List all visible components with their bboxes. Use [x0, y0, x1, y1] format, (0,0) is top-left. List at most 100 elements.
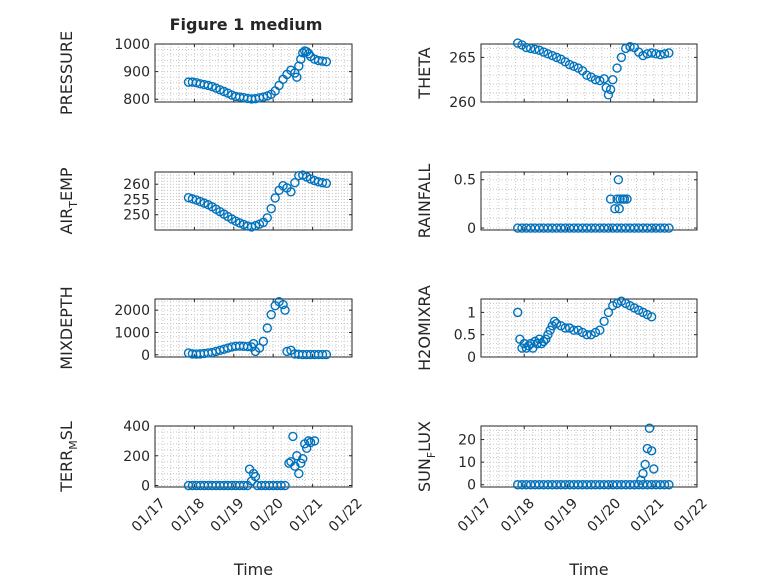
y-tick-label: 1000	[114, 37, 150, 53]
x-axis-label: Time	[233, 560, 273, 579]
data-point	[603, 307, 614, 318]
data-point	[659, 223, 670, 233]
y-tick-label: 2000	[114, 303, 150, 319]
data-point	[619, 194, 630, 204]
data-point	[545, 325, 555, 335]
data-point	[258, 336, 269, 347]
data-point	[276, 480, 286, 491]
data-point	[280, 480, 290, 491]
data-point	[595, 325, 605, 335]
data-point	[541, 334, 551, 344]
y-axis-label: RAINFALL	[415, 164, 434, 239]
data-point	[538, 47, 549, 57]
series-h2omixra	[513, 296, 657, 353]
data-point	[521, 42, 532, 53]
series-theta	[513, 38, 674, 100]
data-point	[610, 204, 620, 214]
data-point	[616, 52, 627, 63]
y-tick-label: 260	[123, 177, 150, 193]
grid-sun_flux	[480, 425, 698, 487]
data-point	[278, 299, 288, 310]
data-point	[317, 56, 328, 66]
data-point	[187, 194, 198, 204]
data-point	[543, 49, 553, 59]
data-point	[615, 194, 625, 204]
subplot-pressure: 800 900 1000 PRESSURE	[57, 31, 353, 115]
data-point	[664, 48, 674, 58]
y-tick-label: 0	[467, 350, 476, 366]
data-point	[659, 49, 670, 59]
data-point	[599, 74, 609, 84]
y-tick-label: 1000	[114, 325, 150, 341]
axes-box-mixdepth	[154, 298, 353, 358]
y-axis-label-main: TERR	[57, 450, 76, 493]
data-point	[590, 74, 601, 85]
data-point	[317, 177, 328, 188]
data-point	[543, 329, 553, 340]
y-tick-label: 800	[123, 92, 150, 108]
data-point	[262, 323, 272, 333]
data-point	[569, 325, 579, 335]
series-terr_msl	[183, 431, 320, 491]
subplot-rainfall: 0 0.5 RAINFALL	[415, 164, 698, 239]
data-point	[659, 480, 670, 490]
data-point	[646, 48, 657, 58]
data-point	[513, 38, 523, 48]
grid-terr_msl	[154, 425, 353, 487]
y-tick-label: 265	[449, 50, 476, 66]
y-axis-label-main: SUN	[415, 458, 434, 492]
y-tick-label: 10	[458, 455, 476, 471]
data-point	[605, 194, 616, 204]
y-tick-label: 0.5	[454, 328, 476, 344]
y-axis-label-main: THETA	[415, 47, 434, 99]
y-axis-label-main: RAINFALL	[415, 164, 434, 239]
data-point	[614, 204, 624, 214]
y-axis-label-subscript: F	[425, 452, 438, 458]
data-point	[664, 480, 674, 490]
y-tick-label: 20	[458, 433, 476, 449]
data-point	[286, 187, 296, 197]
data-point	[321, 349, 332, 360]
y-axis-label-main: AIR	[57, 208, 76, 235]
series-pressure	[183, 46, 332, 104]
data-point	[266, 309, 276, 320]
y-axis-label-suffix: LUX	[415, 421, 434, 452]
y-axis-label-main: H2OMIXRA	[415, 285, 434, 371]
data-point	[644, 423, 655, 433]
data-point	[582, 329, 592, 340]
series-sun_flux	[513, 423, 674, 490]
y-tick-label: 0	[141, 348, 150, 364]
data-point	[321, 178, 332, 188]
data-point	[608, 74, 618, 85]
y-tick-label: 900	[123, 65, 150, 81]
data-point	[288, 431, 298, 442]
data-point	[649, 464, 659, 474]
axes-box-h2omixra	[480, 298, 698, 358]
data-point	[532, 338, 542, 349]
data-point	[612, 63, 622, 73]
y-axis-label: TERRMSL	[57, 421, 80, 493]
y-axis-label: AIRTEMP	[57, 167, 80, 234]
figure-title: Figure 1 medium	[170, 15, 323, 34]
data-point	[638, 50, 648, 61]
data-point	[321, 56, 332, 67]
axes-box-sun_flux	[480, 425, 698, 488]
data-point	[525, 43, 536, 54]
data-point	[646, 446, 657, 456]
data-point	[655, 50, 665, 60]
data-point	[266, 203, 276, 214]
data-point	[294, 468, 304, 479]
y-axis-label: SUNFLUX	[415, 421, 438, 492]
y-axis-label: MIXDEPTH	[57, 286, 76, 369]
data-point	[270, 193, 280, 203]
data-point	[250, 471, 261, 482]
data-point	[303, 48, 314, 59]
data-point	[564, 59, 575, 70]
data-point	[238, 480, 249, 491]
data-point	[280, 305, 290, 315]
data-point	[203, 80, 213, 91]
data-point	[290, 177, 300, 188]
data-point	[517, 343, 527, 353]
series-mixdepth	[183, 296, 332, 360]
